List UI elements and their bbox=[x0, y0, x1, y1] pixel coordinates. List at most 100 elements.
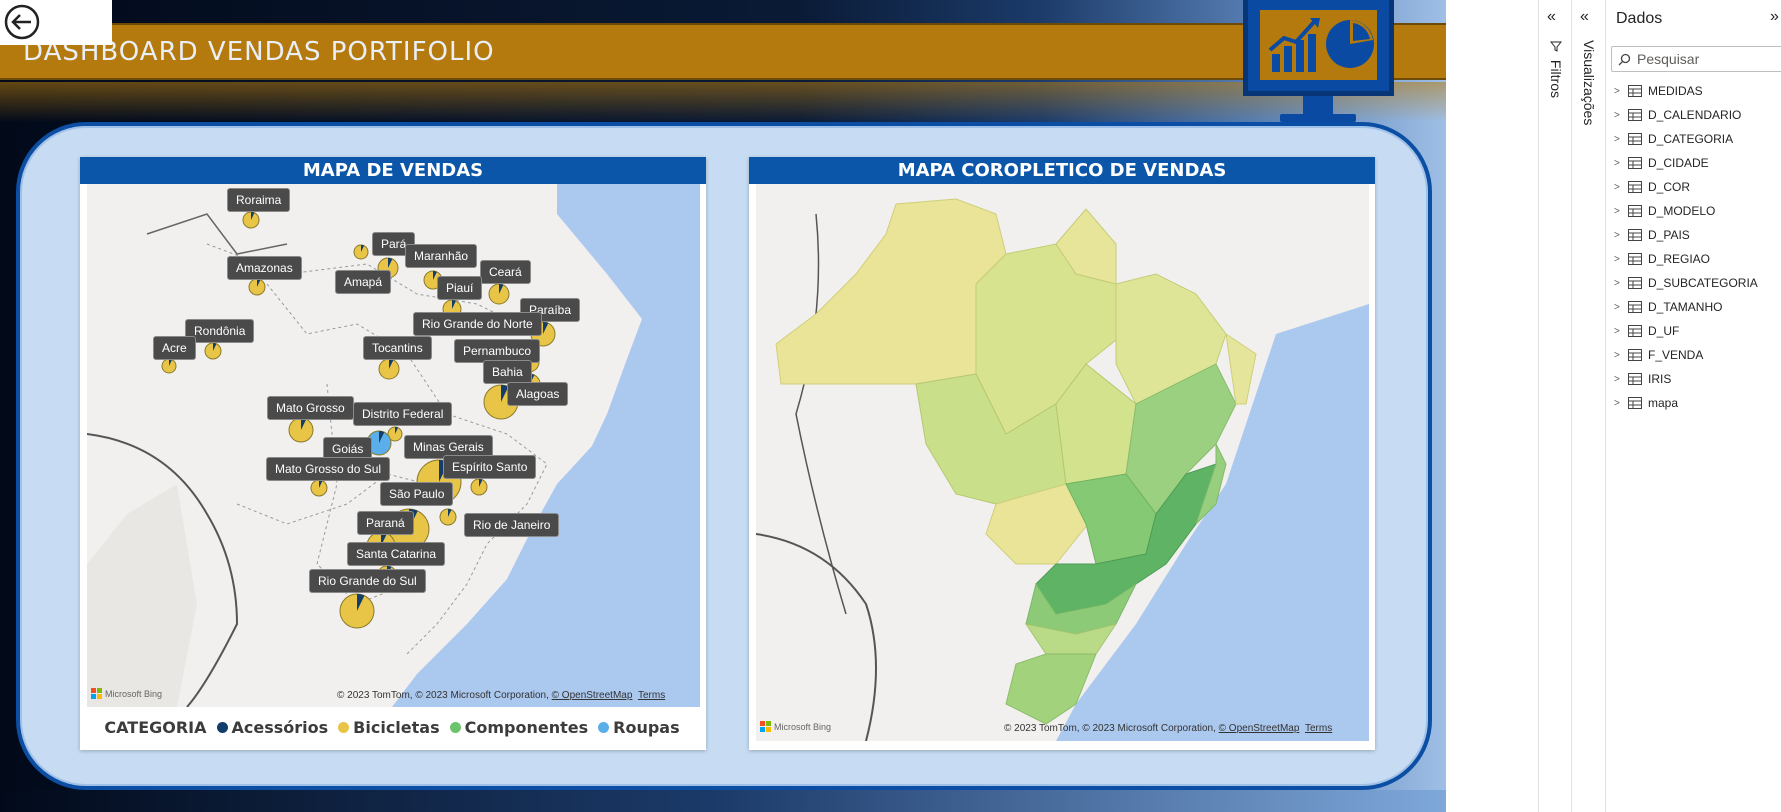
map-label-rondonia[interactable]: Rondônia bbox=[185, 319, 255, 343]
back-button[interactable] bbox=[0, 0, 112, 45]
expand-chevron-icon[interactable]: > bbox=[1614, 277, 1620, 289]
sales-bubble[interactable] bbox=[353, 244, 369, 260]
osm-link[interactable]: © OpenStreetMap bbox=[551, 690, 633, 701]
map-vendas-card[interactable]: MAPA DE VENDAS Roraima Pará Maranhão Amazon… bbox=[80, 157, 706, 750]
legend-item-componentes[interactable]: Componentes bbox=[449, 718, 588, 737]
table-icon bbox=[1628, 133, 1642, 145]
map-label-maranhao[interactable]: Maranhão bbox=[405, 244, 478, 268]
expand-chevron-icon[interactable]: > bbox=[1614, 157, 1620, 169]
field-table-d_subcategoria[interactable]: > D_SUBCATEGORIA bbox=[1614, 273, 1758, 293]
expand-chevron-icon[interactable]: > bbox=[1614, 373, 1620, 385]
map-label-mato-grosso[interactable]: Mato Grosso bbox=[267, 396, 354, 420]
expand-chevron-icon[interactable]: > bbox=[1614, 85, 1620, 97]
map-label-roraima[interactable]: Roraima bbox=[227, 188, 291, 212]
field-table-d_uf[interactable]: > D_UF bbox=[1614, 321, 1679, 341]
legend-item-roupas[interactable]: Roupas bbox=[598, 718, 680, 737]
search-input[interactable]: Pesquisar bbox=[1611, 46, 1781, 72]
terms-link-2[interactable]: Terms bbox=[1304, 723, 1333, 734]
field-table-d_tamanho[interactable]: > D_TAMANHO bbox=[1614, 297, 1722, 317]
field-table-label: D_MODELO bbox=[1648, 204, 1716, 218]
map-coropletico-card[interactable]: MAPA COROPLETICO DE VENDAS bbox=[749, 157, 1375, 750]
sales-bubble[interactable] bbox=[378, 358, 400, 380]
terms-link[interactable]: Terms bbox=[637, 690, 666, 701]
sales-bubble[interactable] bbox=[242, 211, 260, 229]
field-table-d_pais[interactable]: > D_PAIS bbox=[1614, 225, 1690, 245]
expand-chevron-icon[interactable]: > bbox=[1614, 325, 1620, 337]
field-table-d_calendario[interactable]: > D_CALENDARIO bbox=[1614, 105, 1741, 125]
map-label-espirito-santo[interactable]: Espírito Santo bbox=[443, 455, 537, 479]
legend-item-acessorios[interactable]: Acessórios bbox=[216, 718, 328, 737]
expand-chevron-icon[interactable]: > bbox=[1614, 229, 1620, 241]
field-table-medidas[interactable]: > MEDIDAS bbox=[1614, 81, 1703, 101]
table-icon bbox=[1628, 109, 1642, 121]
bubble-map[interactable]: Roraima Pará Maranhão Amazonas Amapá Ceará Pia… bbox=[87, 184, 700, 707]
expand-chevron-icon[interactable]: > bbox=[1614, 133, 1620, 145]
field-table-d_modelo[interactable]: > D_MODELO bbox=[1614, 201, 1715, 221]
map-label-rio-grande-do-norte[interactable]: Rio Grande do Norte bbox=[413, 312, 542, 336]
expand-chevron-icon[interactable]: > bbox=[1614, 301, 1620, 313]
map-copyright: © 2023 TomTom, © 2023 Microsoft Corporat… bbox=[337, 690, 666, 701]
sales-bubble[interactable] bbox=[161, 358, 177, 374]
sales-bubble[interactable] bbox=[204, 342, 222, 360]
sales-bubble[interactable] bbox=[248, 278, 266, 296]
expand-chevron-icon[interactable]: > bbox=[1614, 397, 1620, 409]
field-table-mapa[interactable]: > mapa bbox=[1614, 393, 1678, 413]
map-label-rio-de-janeiro[interactable]: Rio de Janeiro bbox=[464, 513, 560, 537]
table-icon bbox=[1628, 85, 1642, 97]
field-table-label: D_CIDADE bbox=[1648, 156, 1709, 170]
field-table-f_venda[interactable]: > F_VENDA bbox=[1614, 345, 1703, 365]
field-table-label: D_CATEGORIA bbox=[1648, 132, 1734, 146]
map-label-ceara[interactable]: Ceará bbox=[480, 260, 531, 284]
sales-bubble[interactable] bbox=[288, 417, 314, 443]
sales-bubble[interactable] bbox=[387, 426, 403, 442]
map-label-santa-catarina[interactable]: Santa Catarina bbox=[347, 542, 446, 566]
expand-chevron-icon[interactable]: > bbox=[1614, 109, 1620, 121]
filters-label[interactable]: Filtros bbox=[1548, 40, 1564, 98]
filters-pane[interactable]: « Filtros bbox=[1538, 0, 1572, 812]
expand-chevron-icon[interactable]: > bbox=[1614, 253, 1620, 265]
map-label-mato-grosso-do-sul[interactable]: Mato Grosso do Sul bbox=[266, 457, 391, 481]
map-label-piaui[interactable]: Piauí bbox=[437, 276, 483, 300]
sales-bubble[interactable] bbox=[488, 283, 510, 305]
choropleth-map[interactable]: Microsoft Bing © 2023 TomTom, © 2023 Mic… bbox=[756, 184, 1369, 741]
field-table-label: D_PAIS bbox=[1648, 228, 1690, 242]
sales-bubble[interactable] bbox=[470, 478, 488, 496]
monitor-stand bbox=[1303, 96, 1333, 116]
map-label-tocantins[interactable]: Tocantins bbox=[363, 336, 432, 360]
collapse-viz-icon[interactable]: « bbox=[1580, 8, 1589, 25]
collapse-data-icon[interactable]: » bbox=[1770, 8, 1779, 25]
expand-chevron-icon[interactable]: > bbox=[1614, 205, 1620, 217]
map-label-sao-paulo[interactable]: São Paulo bbox=[380, 482, 454, 506]
field-table-d_cidade[interactable]: > D_CIDADE bbox=[1614, 153, 1709, 173]
map-label-rio-grande-do-sul[interactable]: Rio Grande do Sul bbox=[309, 569, 426, 593]
collapse-filters-icon[interactable]: « bbox=[1547, 8, 1556, 25]
field-table-d_cor[interactable]: > D_COR bbox=[1614, 177, 1690, 197]
map-label-distrito-federal[interactable]: Distrito Federal bbox=[353, 402, 453, 426]
table-icon bbox=[1628, 181, 1642, 193]
field-table-d_categoria[interactable]: > D_CATEGORIA bbox=[1614, 129, 1733, 149]
field-table-iris[interactable]: > IRIS bbox=[1614, 369, 1671, 389]
map-label-alagoas[interactable]: Alagoas bbox=[507, 382, 569, 406]
expand-chevron-icon[interactable]: > bbox=[1614, 349, 1620, 361]
map-label-amapa[interactable]: Amapá bbox=[335, 270, 392, 294]
osm-link-2[interactable]: © OpenStreetMap bbox=[1218, 723, 1300, 734]
legend-item-bicicletas[interactable]: Bicicletas bbox=[338, 718, 440, 737]
map-label-pernambuco[interactable]: Pernambuco bbox=[454, 339, 541, 363]
sales-bubble[interactable] bbox=[366, 430, 392, 456]
back-arrow-icon bbox=[4, 4, 40, 40]
field-table-label: D_REGIAO bbox=[1648, 252, 1711, 266]
data-pane: Dados » Pesquisar > MEDIDAS > D_CALENDARIO >… bbox=[1606, 0, 1781, 812]
sales-bubble[interactable] bbox=[310, 479, 328, 497]
sales-bubble[interactable] bbox=[439, 508, 457, 526]
category-legend: CATEGORIA Acessórios Bicicletas Componen… bbox=[80, 712, 704, 742]
expand-chevron-icon[interactable]: > bbox=[1614, 181, 1620, 193]
sales-bubble[interactable] bbox=[339, 593, 375, 629]
field-table-d_regiao[interactable]: > D_REGIAO bbox=[1614, 249, 1710, 269]
visualizations-pane[interactable]: « Visualizações bbox=[1572, 0, 1606, 812]
map-label-amazonas[interactable]: Amazonas bbox=[227, 256, 302, 280]
visualizations-label[interactable]: Visualizações bbox=[1581, 40, 1597, 126]
map-label-bahia[interactable]: Bahia bbox=[483, 360, 532, 384]
table-icon bbox=[1628, 397, 1642, 409]
map-label-parana[interactable]: Paraná bbox=[357, 511, 414, 535]
map-label-acre[interactable]: Acre bbox=[153, 336, 196, 360]
